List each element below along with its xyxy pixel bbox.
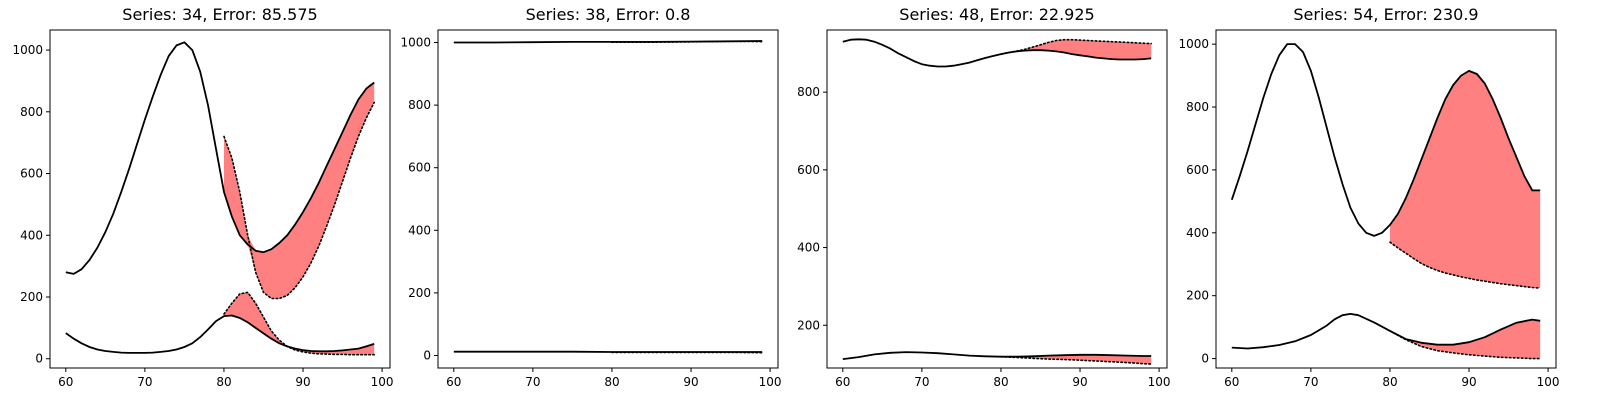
x-tick-label: 90 [683,375,698,389]
y-tick-label: 400 [408,223,431,237]
y-tick-label: 1000 [12,43,43,57]
actual-line [66,316,374,353]
y-tick-label: 200 [797,318,820,332]
x-tick-label: 100 [1537,375,1560,389]
x-tick-label: 60 [446,375,461,389]
y-tick-label: 1000 [400,36,431,50]
x-tick-label: 80 [1382,375,1397,389]
axes-frame [438,30,778,368]
x-tick-label: 70 [525,375,540,389]
x-tick-label: 90 [1072,375,1087,389]
y-tick-label: 800 [20,105,43,119]
axes-frame [827,30,1167,368]
y-tick-label: 0 [423,348,431,362]
error-band [224,292,374,354]
y-tick-label: 400 [797,241,820,255]
error-band [1390,320,1540,359]
axes-frame [50,30,390,368]
error-band [1390,71,1540,288]
subplot-title: Series: 38, Error: 0.8 [526,5,691,24]
y-tick-label: 200 [1186,289,1209,303]
x-tick-label: 70 [1303,375,1318,389]
actual-line [66,42,374,274]
y-tick-label: 0 [35,352,43,366]
y-tick-label: 800 [1186,100,1209,114]
subplot-3: Series: 48, Error: 22.925 60 70 80 90 100 200 4… [797,5,1170,389]
y-tick-label: 1000 [1178,37,1209,51]
y-tick-label: 200 [20,290,43,304]
y-tick-label: 600 [1186,163,1209,177]
y-tick-label: 200 [408,286,431,300]
error-band [224,83,374,299]
x-tick-label: 90 [1461,375,1476,389]
subplot-title: Series: 54, Error: 230.9 [1293,5,1478,24]
x-tick-label: 90 [295,375,310,389]
x-tick-label: 100 [759,375,782,389]
subplot-title: Series: 48, Error: 22.925 [899,5,1094,24]
y-tick-label: 800 [408,98,431,112]
x-tick-label: 80 [604,375,619,389]
y-tick-label: 400 [1186,226,1209,240]
x-tick-label: 60 [58,375,73,389]
subplot-title: Series: 34, Error: 85.575 [122,5,317,24]
x-tick-label: 80 [216,375,231,389]
y-tick-label: 600 [797,163,820,177]
x-tick-label: 70 [914,375,929,389]
y-tick-label: 0 [1201,352,1209,366]
x-tick-label: 80 [993,375,1008,389]
y-tick-label: 400 [20,228,43,242]
x-tick-label: 100 [371,375,394,389]
x-tick-label: 100 [1148,375,1171,389]
x-tick-label: 60 [1224,375,1239,389]
y-tick-label: 600 [408,161,431,175]
x-tick-label: 60 [835,375,850,389]
x-tick-label: 70 [137,375,152,389]
y-tick-label: 800 [797,85,820,99]
y-tick-label: 600 [20,167,43,181]
